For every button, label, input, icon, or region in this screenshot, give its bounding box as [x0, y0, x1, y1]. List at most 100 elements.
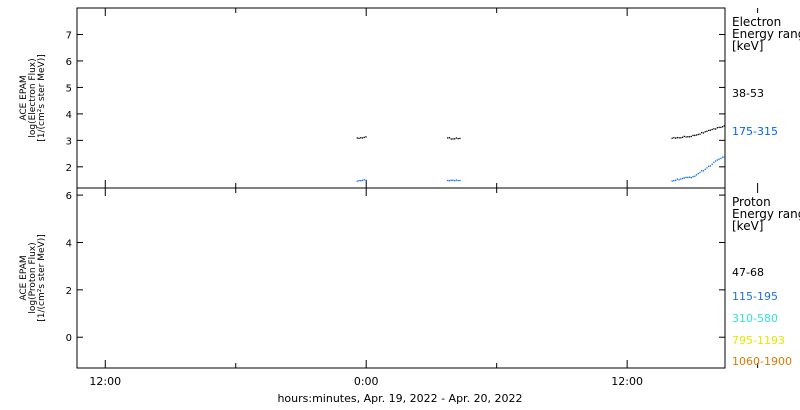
- data-point: [720, 126, 722, 129]
- data-point: [454, 138, 456, 140]
- data-point: [714, 160, 717, 162]
- data-point: [685, 176, 687, 179]
- data-point: [680, 178, 682, 180]
- data-point: [676, 136, 679, 139]
- data-point: [721, 126, 724, 128]
- data-point: [457, 179, 459, 182]
- proton-y-tick-label: 2: [66, 286, 72, 297]
- data-point: [360, 137, 362, 139]
- data-point: [718, 158, 720, 160]
- electron-legend-title: [keV]: [732, 39, 763, 53]
- x-tick-label: 12:00: [89, 375, 121, 388]
- electron-series-175-315: [356, 156, 725, 182]
- data-point: [447, 137, 449, 139]
- proton-panel-frame: [76, 187, 726, 369]
- data-point: [674, 137, 677, 139]
- data-point: [694, 175, 696, 177]
- data-point: [685, 136, 687, 138]
- proton-legend-1060-1900: 1060-1900: [732, 355, 792, 368]
- data-point: [695, 174, 698, 176]
- data-point: [699, 133, 701, 135]
- data-point: [692, 134, 694, 137]
- data-point: [714, 128, 717, 130]
- data-point: [713, 128, 715, 130]
- electron-y-axis-label: ACE EPAM: [19, 75, 29, 120]
- data-point: [706, 130, 708, 132]
- data-point: [681, 177, 684, 180]
- data-point: [455, 179, 458, 181]
- proton-legend-115-195: 115-195: [732, 290, 778, 303]
- data-point: [683, 135, 685, 138]
- electron-panel-frame: [76, 7, 726, 189]
- data-point: [709, 129, 712, 131]
- data-point: [711, 163, 713, 165]
- data-point: [358, 180, 360, 182]
- data-point: [356, 180, 358, 182]
- electron-y-tick-label: 3: [66, 136, 72, 147]
- data-point: [688, 136, 691, 138]
- data-point: [702, 132, 705, 134]
- data-point: [704, 131, 706, 133]
- proton-y-axis-label: ACE EPAM: [19, 255, 29, 300]
- data-point: [706, 167, 708, 169]
- data-point: [363, 179, 365, 181]
- data-point: [695, 134, 698, 136]
- data-point: [704, 168, 706, 171]
- electron-legend-175-315: 175-315: [732, 125, 778, 138]
- proton-y-tick-label: 4: [66, 238, 72, 249]
- data-point: [688, 176, 691, 178]
- data-point: [673, 136, 675, 139]
- data-point: [673, 180, 675, 182]
- data-point: [697, 133, 699, 136]
- electron-y-tick-label: 2: [66, 163, 72, 174]
- electron-y-tick-label: 5: [66, 83, 72, 94]
- data-point: [361, 137, 364, 139]
- proton-y-axis-label: [1/(cm²s ster MeV)]: [37, 234, 47, 321]
- proton-y-tick-label: 6: [66, 191, 72, 202]
- data-point: [708, 129, 710, 132]
- proton-y-tick-label: 0: [66, 333, 72, 344]
- data-point: [450, 179, 452, 181]
- data-point: [699, 171, 701, 174]
- data-point: [448, 137, 451, 139]
- electron-legend-title: Electron: [732, 15, 781, 29]
- electron-y-axis-label: [1/(cm²s ster MeV)]: [37, 54, 47, 141]
- data-point: [697, 172, 699, 175]
- data-point: [681, 136, 684, 138]
- data-point: [723, 125, 725, 127]
- data-point: [447, 179, 449, 182]
- proton-legend-title: Proton: [732, 195, 771, 209]
- data-point: [678, 137, 680, 139]
- data-point: [718, 126, 720, 129]
- data-point: [687, 136, 689, 138]
- data-point: [459, 137, 461, 140]
- electron-y-tick-label: 4: [66, 110, 72, 121]
- x-axis-title: hours:minutes, Apr. 19, 2022 - Apr. 20, …: [277, 392, 522, 405]
- proton-legend-310-580: 310-580: [732, 312, 778, 325]
- electron-legend-38-53: 38-53: [732, 87, 764, 100]
- data-point: [711, 128, 713, 131]
- proton-legend-795-1193: 795-1193: [732, 334, 785, 347]
- data-point: [683, 177, 685, 179]
- data-point: [690, 176, 692, 179]
- proton-legend-title: [keV]: [732, 219, 763, 233]
- data-point: [674, 179, 677, 182]
- data-point: [671, 137, 673, 139]
- data-point: [713, 161, 715, 164]
- data-point: [365, 136, 367, 138]
- data-point: [687, 176, 689, 179]
- data-point: [448, 180, 451, 182]
- data-point: [716, 127, 719, 129]
- data-point: [701, 170, 703, 172]
- data-point: [678, 179, 680, 181]
- data-point: [694, 134, 696, 137]
- data-point: [690, 135, 692, 138]
- data-point: [363, 136, 365, 139]
- data-point: [709, 165, 712, 167]
- proton-legend-47-68: 47-68: [732, 266, 764, 279]
- data-point: [452, 179, 454, 181]
- electron-series-38-53: [356, 125, 725, 140]
- electron-y-tick-label: 6: [66, 57, 72, 68]
- data-point: [365, 179, 367, 181]
